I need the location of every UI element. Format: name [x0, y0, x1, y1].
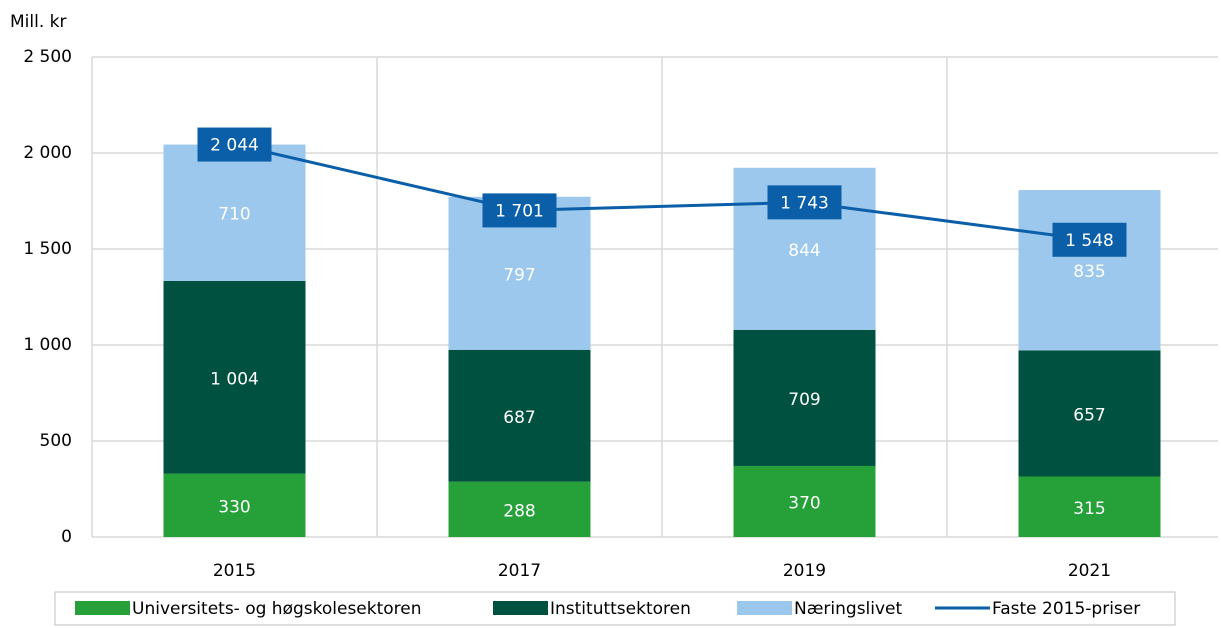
bar-segment	[1018, 190, 1161, 351]
bar-segment	[163, 473, 306, 537]
bar-segment	[1018, 350, 1161, 477]
x-tick-label: 2015	[213, 561, 256, 581]
line-label-box	[1052, 222, 1127, 257]
y-tick-label: 1 000	[23, 335, 72, 355]
bar-segment	[1018, 476, 1161, 537]
bar-segment	[448, 481, 591, 537]
bar-segment	[448, 349, 591, 482]
data-label: 657	[1073, 405, 1105, 425]
y-axis-label: Mill. kr	[10, 12, 66, 32]
y-tick-label: 2 000	[23, 143, 72, 163]
data-label: 330	[218, 497, 250, 517]
data-label: 835	[1073, 262, 1105, 282]
legend-swatch	[75, 601, 130, 615]
legend-label: Næringslivet	[794, 599, 903, 619]
data-label: 687	[503, 408, 535, 428]
data-label: 1 701	[495, 201, 544, 221]
bar-segment	[733, 465, 876, 537]
legend-label: Instituttsektoren	[550, 599, 691, 619]
bar-segment	[733, 329, 876, 466]
legend-box	[54, 591, 1176, 626]
data-label: 315	[1073, 499, 1105, 519]
line-label-box	[767, 185, 842, 220]
data-label: 1 743	[780, 193, 829, 213]
legend-swatch	[493, 601, 548, 615]
data-label: 288	[503, 501, 535, 521]
x-tick-label: 2017	[498, 561, 541, 581]
data-label: 1 004	[210, 369, 259, 389]
bar-segment	[163, 144, 306, 281]
data-label: 2 044	[210, 136, 259, 156]
y-tick-label: 500	[40, 431, 72, 451]
data-label: 710	[218, 205, 250, 225]
x-tick-label: 2021	[1068, 561, 1111, 581]
line-label-box	[197, 127, 272, 162]
x-tick-label: 2019	[783, 561, 826, 581]
data-label: 709	[788, 390, 820, 410]
line	[234, 143, 1090, 242]
legend-label: Universitets- og høgskolesektoren	[132, 599, 422, 619]
legend-swatch	[737, 601, 792, 615]
data-label: 797	[503, 265, 535, 285]
line-label-box	[482, 193, 557, 228]
legend-label: Faste 2015-priser	[992, 599, 1140, 619]
y-tick-label: 1 500	[23, 239, 72, 259]
data-label: 844	[788, 241, 820, 261]
bar-segment	[163, 280, 306, 474]
data-label: 1 548	[1065, 231, 1114, 251]
data-label: 370	[788, 493, 820, 513]
y-tick-label: 0	[61, 527, 72, 547]
y-tick-label: 2 500	[23, 47, 72, 67]
